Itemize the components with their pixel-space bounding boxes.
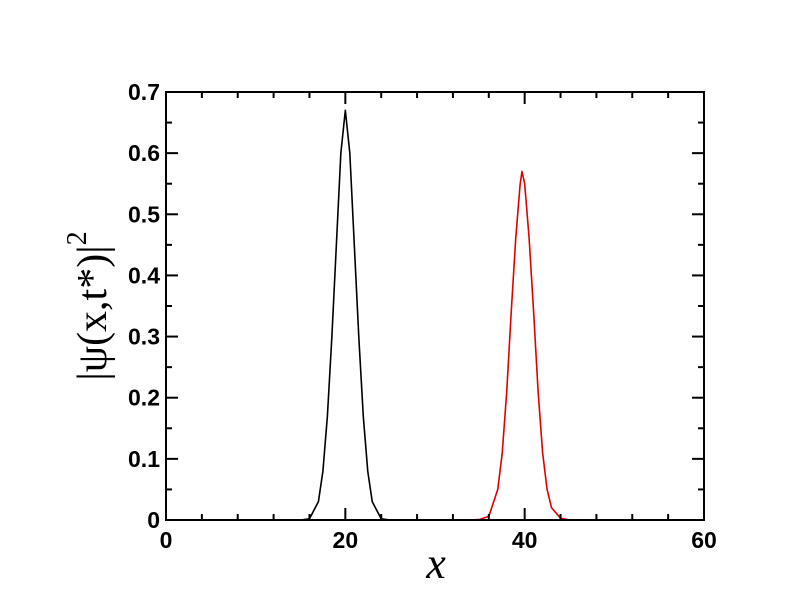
x-tick-label: 0: [160, 527, 173, 553]
y-tick-label: 0.6: [128, 140, 160, 166]
y-axis-label-superscript: 2: [62, 231, 93, 245]
y-tick-label: 0.7: [128, 79, 160, 105]
y-tick-label: 0.1: [128, 446, 160, 472]
y-axis-label: |ψ(x,t*)|2: [62, 231, 116, 380]
series-line-2: [166, 170, 704, 521]
y-axis-label-group: |ψ(x,t*)|2: [62, 231, 116, 380]
y-tick-label: 0.2: [128, 385, 160, 411]
x-tick-label: 40: [512, 527, 538, 553]
y-tick-label: 0.5: [128, 201, 160, 227]
y-tick-label: 0.4: [128, 262, 160, 288]
series-line-1: [166, 109, 704, 521]
y-tick-label: 0: [147, 507, 160, 533]
x-tick-label: 20: [333, 527, 359, 553]
y-tick-label: 0.3: [128, 324, 160, 350]
plot-frame: [165, 91, 705, 521]
x-tick-label: 60: [691, 527, 717, 553]
y-axis-label-text: |ψ(x,t*)|: [70, 245, 116, 380]
axes-layer: 0 20 40 60 0 0.1 0.2 0.3 0.4 0.5 0.6 0.7: [128, 79, 717, 553]
plot-layer: [166, 109, 704, 521]
x-axis-label: x: [425, 539, 446, 588]
